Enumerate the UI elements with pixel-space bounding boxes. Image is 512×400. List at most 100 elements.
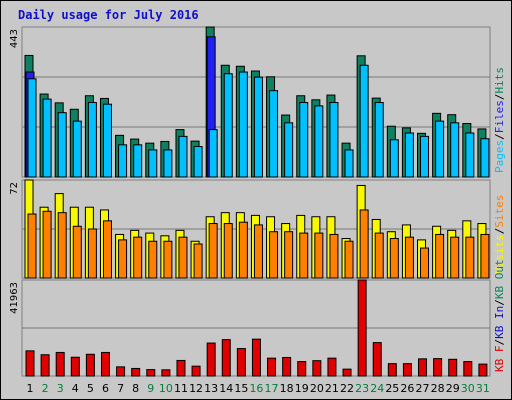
bar-kbytes bbox=[70, 356, 80, 377]
x-tick-label: 22 bbox=[340, 382, 354, 395]
x-tick-label: 12 bbox=[189, 382, 203, 395]
bar-kbytes bbox=[387, 363, 397, 377]
bar-pages bbox=[314, 105, 324, 178]
legend-entry: / bbox=[493, 94, 506, 101]
bar-sites bbox=[284, 231, 294, 279]
x-tick-label: 5 bbox=[87, 382, 94, 395]
x-tick-label: 30 bbox=[461, 382, 475, 395]
bar-kbytes bbox=[191, 365, 201, 377]
bar-pages bbox=[87, 102, 97, 178]
bar-sites bbox=[87, 228, 97, 279]
x-tick-label: 4 bbox=[72, 382, 79, 395]
legend-entry: Sites bbox=[493, 195, 506, 228]
bar-sites bbox=[118, 239, 128, 279]
legend-entry: Hits bbox=[493, 67, 506, 94]
bar-pages bbox=[329, 102, 339, 178]
bar-kbytes bbox=[267, 357, 277, 377]
legend-entry: KB F bbox=[493, 346, 506, 373]
bar-kbytes bbox=[312, 360, 322, 377]
bar-sites bbox=[480, 233, 490, 279]
bar-kbytes bbox=[297, 361, 307, 377]
bar-pages bbox=[359, 64, 369, 178]
bar-kbytes bbox=[100, 351, 110, 377]
x-tick-label: 9 bbox=[147, 382, 154, 395]
bar-sites bbox=[359, 209, 369, 279]
bar-pages bbox=[193, 146, 203, 178]
x-tick-label: 26 bbox=[400, 382, 414, 395]
bar-kbytes bbox=[116, 366, 126, 377]
bar-sites bbox=[178, 236, 188, 279]
bar-kbytes bbox=[221, 339, 231, 377]
x-tick-label: 1 bbox=[27, 382, 34, 395]
bar-kbytes bbox=[433, 358, 443, 377]
bar-kbytes bbox=[25, 350, 35, 377]
bar-pages bbox=[178, 135, 188, 178]
bar-sites bbox=[314, 232, 324, 279]
legend-entry: / bbox=[493, 133, 506, 140]
bar-sites bbox=[329, 233, 339, 279]
x-tick-label: 2 bbox=[42, 382, 49, 395]
x-tick-label: 27 bbox=[416, 382, 430, 395]
x-tick-label: 11 bbox=[174, 382, 188, 395]
legend-entry: KB Out bbox=[493, 259, 506, 299]
bar-sites bbox=[465, 236, 475, 279]
legend-entry: / bbox=[493, 228, 506, 235]
x-tick-label: 18 bbox=[280, 382, 294, 395]
bar-sites bbox=[193, 243, 203, 279]
legend-kbytes: KB F/KB In/KB Out bbox=[493, 259, 506, 372]
bar-sites bbox=[404, 236, 414, 279]
bar-kbytes bbox=[357, 279, 367, 377]
x-tick-label: 10 bbox=[159, 382, 173, 395]
legend-entry: Files bbox=[493, 100, 506, 133]
bar-kbytes bbox=[282, 356, 292, 377]
x-tick-label: 7 bbox=[117, 382, 124, 395]
x-tick-label: 28 bbox=[431, 382, 445, 395]
bar-pages bbox=[480, 138, 490, 178]
bar-sites bbox=[420, 247, 430, 279]
bar-pages bbox=[344, 149, 354, 178]
bar-pages bbox=[133, 144, 143, 178]
bar-kbytes bbox=[342, 368, 352, 377]
bar-pages bbox=[389, 139, 399, 178]
bar-sites bbox=[269, 231, 279, 279]
bar-pages bbox=[284, 122, 294, 178]
legend-entry: Visits bbox=[493, 234, 506, 274]
bar-pages bbox=[420, 135, 430, 178]
x-tick-label: 24 bbox=[370, 382, 384, 395]
bar-kbytes bbox=[161, 369, 171, 377]
x-tick-label: 29 bbox=[446, 382, 460, 395]
legend-entry: Pages bbox=[493, 140, 506, 173]
bar-pages bbox=[299, 102, 309, 178]
bar-sites bbox=[238, 221, 248, 279]
x-tick-label: 15 bbox=[234, 382, 248, 395]
bar-sites bbox=[435, 233, 445, 279]
y-tick-label: 72 bbox=[9, 182, 20, 195]
x-tick-label: 19 bbox=[295, 382, 309, 395]
bar-sites bbox=[389, 238, 399, 279]
bar-sites bbox=[27, 213, 37, 279]
bar-sites bbox=[450, 236, 460, 279]
bar-kbytes bbox=[176, 359, 186, 377]
bar-kbytes bbox=[85, 353, 95, 377]
bar-sites bbox=[72, 225, 82, 279]
bar-pages bbox=[223, 73, 233, 178]
bar-pages bbox=[72, 120, 82, 178]
bar-sites bbox=[299, 232, 309, 279]
bar-sites bbox=[42, 210, 52, 279]
bar-pages bbox=[269, 90, 279, 178]
bar-kbytes bbox=[236, 348, 246, 377]
bar-sites bbox=[133, 236, 143, 279]
legend-entry: KB In bbox=[493, 306, 506, 339]
x-tick-label: 6 bbox=[102, 382, 109, 395]
bar-pages bbox=[118, 144, 128, 178]
bar-pages bbox=[208, 129, 218, 178]
legend-entry: / bbox=[493, 299, 506, 306]
x-tick-label: 14 bbox=[219, 382, 233, 395]
y-tick-label: 41963 bbox=[9, 282, 20, 314]
bar-sites bbox=[57, 212, 67, 279]
bar-kbytes bbox=[463, 361, 473, 377]
x-tick-label: 17 bbox=[265, 382, 279, 395]
bar-sites bbox=[163, 240, 173, 279]
